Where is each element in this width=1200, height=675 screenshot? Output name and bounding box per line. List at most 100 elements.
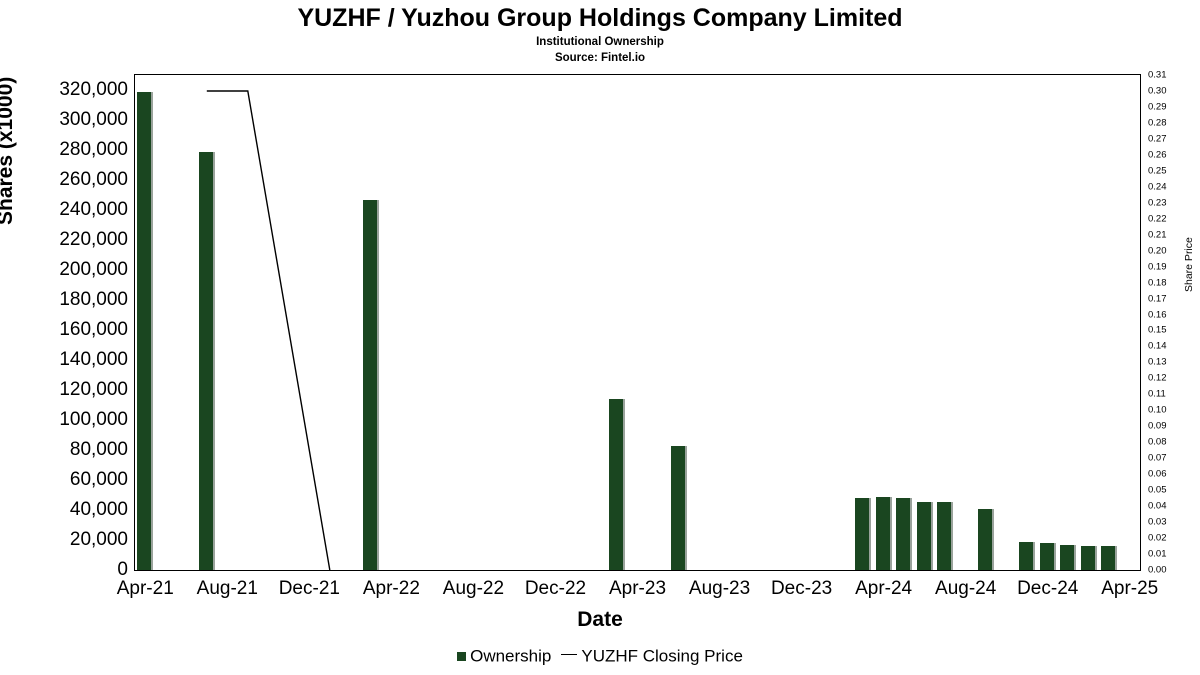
legend-swatch-ownership — [457, 652, 467, 662]
y2-tick-label: 0.26 — [1148, 149, 1167, 161]
y-tick-label: 40,000 — [69, 499, 128, 520]
x-tick-label: Apr-25 — [1101, 578, 1159, 599]
y2-tick-label: 0.11 — [1148, 388, 1166, 400]
y-tick-label: 260,000 — [59, 169, 128, 190]
y2-tick-label: 0.21 — [1148, 229, 1167, 241]
y2-tick-label: 0.04 — [1148, 500, 1167, 512]
bar — [1060, 544, 1077, 570]
y2-tick-label: 0.08 — [1148, 436, 1167, 448]
bar-highlight — [1053, 543, 1056, 570]
y-tick-label: 320,000 — [59, 79, 128, 100]
chart-subtitle: Institutional Ownership — [536, 36, 664, 48]
y2-tick-label: 0.14 — [1148, 340, 1167, 352]
bar-highlight — [910, 498, 913, 570]
y-tick-label: 100,000 — [59, 409, 128, 430]
y2-tick-label: 0.06 — [1148, 468, 1167, 480]
bar-highlight — [622, 399, 625, 570]
x-tick-label: Dec-21 — [278, 578, 340, 599]
x-tick-label: Apr-21 — [116, 578, 174, 599]
y2-tick-label: 0.10 — [1148, 404, 1167, 416]
x-tick-label: Aug-23 — [688, 578, 751, 599]
y2-tick-label: 0.17 — [1148, 293, 1167, 305]
y-tick-label: 240,000 — [59, 199, 128, 220]
y2-tick-label: 0.18 — [1148, 277, 1167, 289]
x-tick-label: Apr-22 — [362, 578, 420, 599]
y-tick-label: 80,000 — [69, 439, 128, 460]
legend-line-price — [561, 653, 578, 655]
bar — [362, 199, 379, 570]
y2-tick-label: 0.03 — [1148, 516, 1167, 528]
plot-area — [134, 74, 1141, 571]
legend-label-ownership: Ownership — [470, 646, 552, 666]
y-tick-label: 180,000 — [59, 289, 128, 310]
y2-tick-label: 0.29 — [1148, 101, 1167, 113]
y2-tick-label: 0.19 — [1148, 261, 1167, 273]
y-tick-label: 300,000 — [59, 109, 128, 130]
y2-axis-label: Share Price — [1183, 237, 1195, 292]
y-tick-label: 200,000 — [59, 259, 128, 280]
y2-tick-label: 0.01 — [1148, 548, 1167, 560]
bar — [978, 508, 995, 570]
bar — [875, 497, 892, 570]
bar-highlight — [376, 199, 379, 570]
x-tick-label: Dec-24 — [1017, 578, 1079, 599]
y-tick-label: 120,000 — [59, 379, 128, 400]
bar-highlight — [930, 501, 933, 570]
bar — [1019, 542, 1036, 570]
y2-tick-label: 0.07 — [1148, 452, 1167, 464]
bar — [137, 91, 154, 570]
x-tick-label: Dec-23 — [770, 578, 833, 599]
bar — [670, 446, 687, 570]
y2-tick-label: 0.13 — [1148, 356, 1167, 368]
legend-label-price: YUZHF Closing Price — [581, 646, 743, 666]
y2-tick-label: 0.09 — [1148, 420, 1167, 432]
bar-highlight — [1074, 544, 1077, 570]
x-tick-label: Dec-22 — [524, 578, 587, 599]
y2-tick-label: 0.31 — [1148, 69, 1167, 81]
bar-highlight — [1115, 546, 1118, 570]
y-tick-label: 60,000 — [69, 469, 128, 490]
bar-highlight — [951, 501, 954, 570]
y2-tick-label: 0.28 — [1148, 117, 1167, 129]
bar-series — [135, 75, 1140, 570]
y2-tick-label: 0.16 — [1148, 309, 1167, 321]
x-axis-label: Date — [577, 608, 623, 631]
bar-highlight — [992, 508, 995, 570]
x-tick-label: Apr-24 — [855, 578, 913, 599]
x-tick-label: Apr-23 — [608, 578, 667, 599]
y-tick-label: 160,000 — [59, 319, 128, 340]
bar — [1080, 546, 1097, 570]
y-tick-label: 140,000 — [59, 349, 128, 370]
y2-tick-label: 0.23 — [1148, 197, 1167, 209]
y-tick-label: 280,000 — [59, 139, 128, 160]
bar — [198, 151, 215, 570]
y2-tick-label: 0.22 — [1148, 213, 1167, 225]
y2-tick-label: 0.20 — [1148, 245, 1167, 257]
x-tick-label: Aug-21 — [196, 578, 258, 599]
y2-tick-label: 0.27 — [1148, 133, 1167, 145]
bar — [1101, 546, 1118, 570]
x-tick-label: Aug-24 — [935, 578, 997, 599]
y2-tick-label: 0.05 — [1148, 484, 1167, 496]
x-tick-label: Aug-22 — [442, 578, 505, 599]
chart-legend: Ownership YUZHF Closing Price — [0, 646, 1200, 667]
y2-tick-label: 0.30 — [1148, 85, 1167, 97]
bar — [608, 399, 625, 570]
y-tick-label: 20,000 — [69, 529, 128, 550]
y2-tick-label: 0.00 — [1148, 564, 1167, 576]
y-tick-label: 220,000 — [59, 229, 128, 250]
bar-highlight — [889, 497, 892, 570]
bar — [1039, 543, 1056, 570]
price-line-series — [135, 75, 1140, 570]
y2-tick-label: 0.24 — [1148, 181, 1167, 193]
bar-highlight — [1094, 546, 1097, 570]
y2-tick-label: 0.12 — [1148, 372, 1167, 384]
bar-highlight — [684, 446, 687, 570]
bar — [937, 501, 954, 570]
bar — [896, 498, 913, 570]
bar-highlight — [212, 151, 215, 570]
y-tick-label: 0 — [117, 559, 128, 580]
bar-highlight — [151, 91, 154, 570]
chart-source: Source: Fintel.io — [554, 52, 646, 64]
